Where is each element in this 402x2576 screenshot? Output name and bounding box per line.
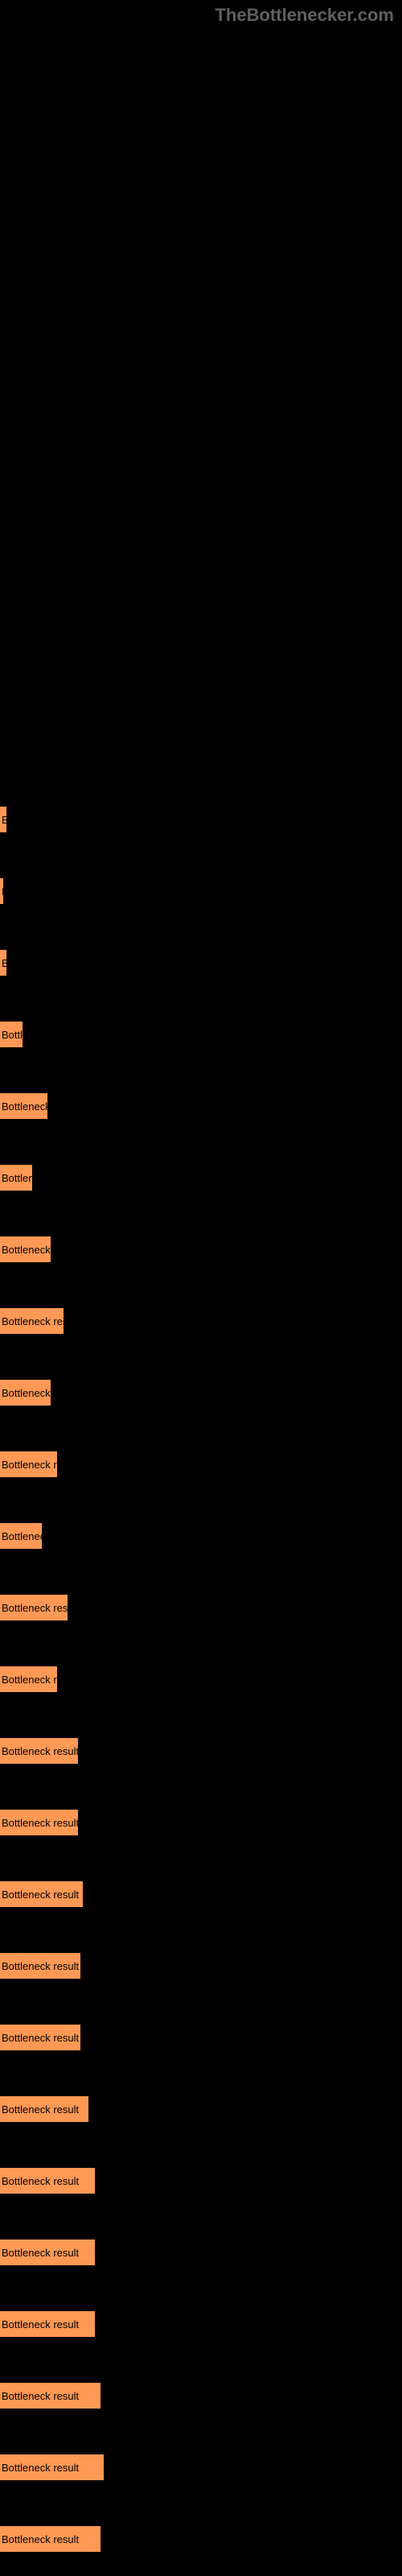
chart-bar: Bottleneck result — [0, 1523, 42, 1549]
chart-bar: Bottleneck result — [0, 2025, 80, 2050]
chart-row: Bottleneck result — [0, 1142, 402, 1214]
chart-bar: Bottleneck result — [0, 1165, 32, 1191]
chart-row: Bottleneck result — [0, 784, 402, 856]
chart-bar: Bottleneck result — [0, 2311, 95, 2337]
chart-bar-label: Bottleneck result — [2, 1029, 23, 1041]
chart-bar-label: Bottleneck result — [2, 2533, 79, 2545]
chart-row: Bottleneck result — [0, 856, 402, 927]
chart-row: Bottleneck result — [0, 1429, 402, 1501]
watermark-text: TheBottlenecker.com — [215, 5, 394, 26]
chart-bar: Bottleneck result — [0, 807, 6, 832]
chart-bar: Bottleneck result — [0, 1881, 83, 1907]
chart-bar: Bottleneck result — [0, 2240, 95, 2265]
chart-bar-label: Bottleneck result — [2, 1817, 78, 1829]
chart-bar: Bottleneck result — [0, 1953, 80, 1979]
chart-row: Bottleneck result — [0, 1644, 402, 1715]
chart-bar-label: Bottleneck result — [2, 2247, 79, 2259]
chart-row: Bottleneck result — [0, 1572, 402, 1644]
chart-bar: Bottleneck result — [0, 1380, 51, 1406]
chart-bar-label: Bottleneck result — [2, 2032, 79, 2044]
chart-bar-label: Bottleneck result — [2, 1100, 47, 1113]
chart-bar: Bottleneck result — [0, 2383, 100, 2409]
chart-row: Bottleneck result — [0, 1930, 402, 2002]
chart-row: Bottleneck result — [0, 1859, 402, 1930]
chart-row: Bottleneck result — [0, 1357, 402, 1429]
chart-row: Bottleneck result — [0, 1501, 402, 1572]
chart-bar: Bottleneck result — [0, 1022, 23, 1047]
chart-bar: Bottleneck result — [0, 1308, 64, 1334]
chart-bar-label: Bottleneck result — [2, 2390, 79, 2402]
chart-row: Bottleneck result — [0, 999, 402, 1071]
chart-bar: Bottleneck result — [0, 2096, 88, 2122]
chart-bar: Bottleneck result — [0, 1236, 51, 1262]
chart-bar: Bottleneck result — [0, 950, 6, 976]
chart-row: Bottleneck result — [0, 1071, 402, 1142]
chart-bar: Bottleneck result — [0, 1810, 78, 1835]
chart-bar-label: Bottleneck result — [2, 1674, 57, 1686]
chart-row: Bottleneck result — [0, 2074, 402, 2145]
chart-bar-label: Bottleneck result — [2, 2462, 79, 2474]
chart-bar-label: Bottleneck result — [2, 1172, 32, 1184]
chart-bar: Bottleneck result — [0, 1738, 78, 1764]
chart-row: Bottleneck result — [0, 2289, 402, 2360]
chart-bar-label: Bottleneck result — [2, 1387, 51, 1399]
chart-bar: Bottleneck result — [0, 1093, 47, 1119]
chart-bar-label: Bottleneck result — [2, 1315, 64, 1327]
chart-bar: Bottleneck result — [0, 1451, 57, 1477]
chart-bar-label: Bottleneck result — [2, 814, 6, 826]
chart-bar-label: Bottleneck result — [2, 1244, 51, 1256]
chart-bar-label: Bottleneck result — [2, 886, 3, 898]
chart-bar-label: Bottleneck result — [2, 2103, 79, 2116]
chart-bar: Bottleneck result — [0, 1666, 57, 1692]
chart-row: Bottleneck result — [0, 2217, 402, 2289]
chart-row: Bottleneck result — [0, 1214, 402, 1286]
chart-bar: Bottleneck result — [0, 2526, 100, 2552]
chart-bar-label: Bottleneck result — [2, 1459, 57, 1471]
chart-row: Bottleneck result — [0, 927, 402, 999]
chart-row: Bottleneck result — [0, 2432, 402, 2504]
chart-row: Bottleneck result — [0, 1715, 402, 1787]
chart-bar: Bottleneck result — [0, 2168, 95, 2194]
chart-bar-label: Bottleneck result — [2, 957, 6, 969]
chart-bar-label: Bottleneck result — [2, 1960, 79, 1972]
chart-bar-label: Bottleneck result — [2, 1530, 42, 1542]
chart-row: Bottleneck result — [0, 2145, 402, 2217]
chart-bar-label: Bottleneck result — [2, 1602, 68, 1614]
chart-bar-label: Bottleneck result — [2, 1889, 79, 1901]
chart-row: Bottleneck result — [0, 1787, 402, 1859]
chart-row: Bottleneck result — [0, 2002, 402, 2074]
chart-row: Bottleneck result — [0, 1286, 402, 1357]
chart-bar: Bottleneck result — [0, 1595, 68, 1620]
chart-bar-label: Bottleneck result — [2, 1745, 78, 1757]
chart-row: Bottleneck result — [0, 2504, 402, 2575]
chart-bar: Bottleneck result — [0, 878, 3, 904]
chart-bar-label: Bottleneck result — [2, 2175, 79, 2187]
bar-chart: Bottleneck result Bottleneck result Bottle… — [0, 784, 402, 2575]
chart-row: Bottleneck result — [0, 2360, 402, 2432]
chart-bar-label: Bottleneck result — [2, 2318, 79, 2330]
chart-bar: Bottleneck result — [0, 2454, 104, 2480]
